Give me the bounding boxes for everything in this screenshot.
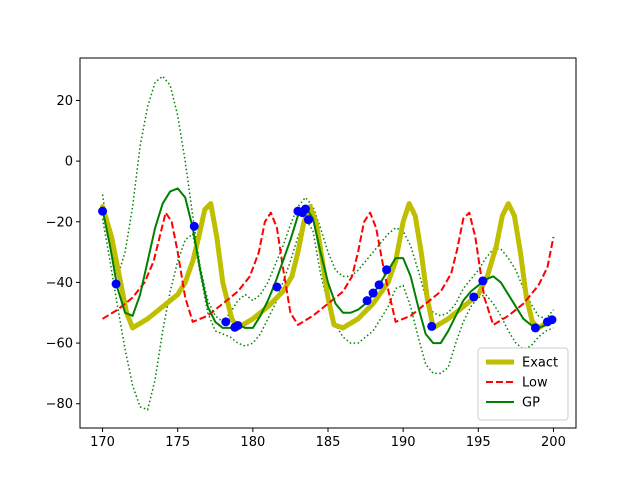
y-tick-label: −20 — [46, 215, 73, 230]
x-tick-label: 195 — [466, 435, 491, 450]
x-tick-label: 170 — [90, 435, 115, 450]
x-tick-label: 190 — [391, 435, 416, 450]
legend-label-gp: GP — [522, 396, 540, 411]
data-point — [427, 321, 437, 331]
y-tick-label: −80 — [46, 397, 73, 412]
data-point — [478, 276, 488, 286]
data-point — [303, 215, 313, 225]
data-point — [382, 265, 392, 275]
y-axis: −80 −60 −40 −20 0 20 — [46, 94, 80, 412]
data-point — [98, 206, 108, 216]
x-tick-label: 175 — [165, 435, 190, 450]
legend-label-low: Low — [522, 376, 548, 391]
data-point — [221, 317, 231, 327]
data-point — [111, 279, 121, 289]
data-point — [368, 288, 378, 298]
legend-label-exact: Exact — [522, 356, 558, 371]
data-point — [547, 315, 557, 325]
data-point — [469, 292, 479, 302]
data-point — [272, 282, 282, 292]
y-tick-label: 20 — [56, 94, 73, 109]
x-tick-label: 200 — [541, 435, 566, 450]
y-tick-label: −40 — [46, 276, 73, 291]
plot-series — [100, 75, 556, 411]
x-tick-label: 180 — [240, 435, 265, 450]
series-line-gp — [101, 187, 555, 345]
series-line-low — [102, 211, 555, 326]
y-tick-label: −60 — [46, 337, 73, 352]
y-tick-label: 0 — [65, 155, 73, 170]
x-axis: 170 175 180 185 190 195 200 — [90, 428, 566, 450]
data-point — [189, 221, 199, 231]
x-tick-label: 185 — [316, 435, 341, 450]
data-point — [530, 323, 540, 333]
data-point — [233, 320, 243, 330]
series-line-exact — [100, 201, 556, 331]
data-point — [300, 204, 310, 214]
data-point — [374, 280, 384, 290]
data-point — [362, 296, 372, 306]
plot-points — [98, 204, 557, 333]
legend: Exact Low GP — [477, 347, 569, 421]
